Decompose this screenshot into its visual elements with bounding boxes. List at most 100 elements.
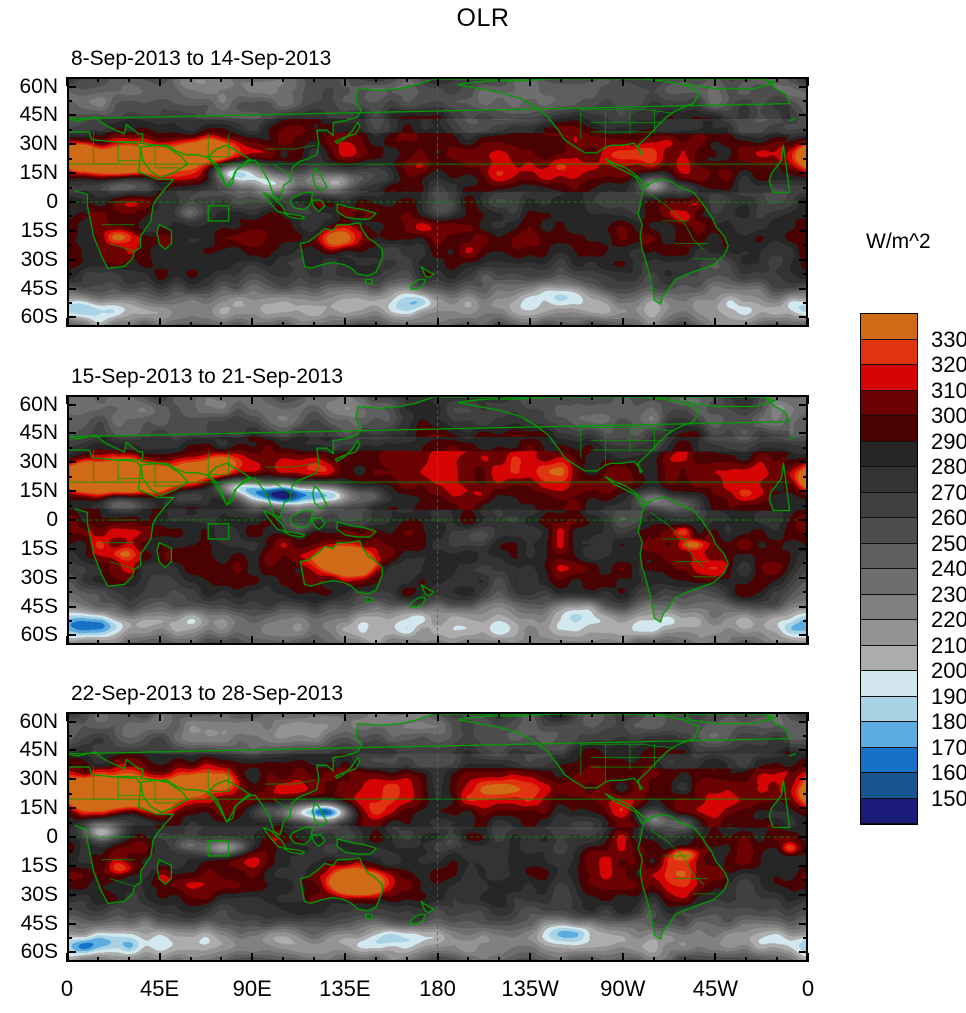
map-plot-area-2 — [67, 395, 808, 645]
x-tick-top — [467, 395, 470, 400]
y-tick-right — [803, 418, 808, 421]
y-axis-label: 15N — [19, 796, 58, 820]
x-tick-top — [807, 395, 809, 404]
x-tick-top — [127, 395, 130, 400]
x-tick-bottom — [282, 640, 285, 645]
y-tick-left — [67, 403, 76, 406]
y-tick-left — [67, 619, 72, 622]
x-tick-bottom — [498, 322, 501, 327]
x-tick-top — [374, 712, 377, 717]
x-axis-label: 0 — [801, 976, 815, 1001]
y-axis-label: 15N — [19, 479, 58, 503]
colorbar-tick-label: 160 — [931, 760, 966, 785]
y-tick-right — [799, 287, 808, 290]
y-tick-right — [803, 475, 808, 478]
x-tick-bottom — [683, 640, 686, 645]
map-panel-1: 8-Sep-2013 to 14-Sep-2013 60S 45S 30S 15S 0 15… — [19, 47, 809, 328]
colorbar-swatch — [861, 518, 917, 544]
x-tick-bottom — [652, 640, 655, 645]
y-axis-label: 15N — [19, 161, 58, 185]
x-tick-bottom — [560, 957, 562, 962]
x-tick-bottom — [158, 318, 161, 327]
x-tick-top — [652, 395, 655, 400]
x-tick-top — [776, 395, 779, 400]
y-tick-left — [67, 893, 76, 896]
olr-field-3 — [69, 714, 806, 960]
x-tick-bottom — [313, 640, 315, 645]
y-tick-left — [67, 778, 76, 781]
x-tick-top — [127, 712, 130, 717]
x-tick-top — [683, 395, 686, 400]
x-tick-top — [282, 712, 285, 717]
x-tick-top — [560, 712, 562, 717]
x-tick-top — [220, 77, 223, 82]
y-tick-right — [803, 879, 808, 882]
panel-title-3: 22-Sep-2013 to 28-Sep-2013 — [71, 682, 344, 705]
x-tick-top — [313, 77, 315, 82]
y-tick-right — [803, 562, 808, 565]
y-tick-right — [803, 821, 808, 824]
x-tick-top — [498, 712, 501, 717]
x-axis-label: 90E — [232, 976, 272, 1001]
colorbar-tick-label: 330 — [931, 326, 966, 352]
x-tick-top — [529, 77, 532, 86]
map-panel-3: 22-Sep-2013 to 28-Sep-2013 0 45E 90E 135E 180… — [19, 682, 814, 1001]
colorbar-swatch — [861, 416, 917, 442]
colorbar: 330 320 310 300 290 280 270 260 250 240 230 220 210 2… — [860, 313, 966, 825]
x-tick-bottom — [560, 640, 562, 645]
colorbar-swatch — [861, 492, 917, 518]
x-axis-label: 180 — [419, 976, 456, 1001]
y-axis-label: 15S — [20, 218, 58, 242]
y-tick-left — [67, 143, 76, 146]
y-tick-right — [799, 720, 808, 723]
x-tick-top — [66, 395, 68, 404]
y-tick-right — [799, 951, 808, 954]
colorbar-swatch — [861, 339, 917, 365]
x-tick-bottom — [807, 318, 809, 327]
y-tick-left — [67, 605, 76, 608]
y-tick-right — [803, 735, 808, 738]
x-tick-bottom — [621, 318, 624, 327]
x-tick-top — [776, 712, 779, 717]
y-tick-left — [67, 229, 76, 232]
x-tick-bottom — [807, 636, 809, 645]
colorbar-tick-label: 290 — [931, 428, 966, 454]
x-tick-bottom — [498, 957, 501, 962]
y-axis-label: 45S — [20, 276, 58, 300]
colorbar-swatch — [861, 365, 917, 391]
y-tick-left — [67, 215, 72, 218]
y-tick-right — [803, 157, 808, 160]
x-tick-bottom — [251, 953, 254, 962]
y-tick-right — [799, 922, 808, 925]
x-tick-top — [66, 77, 68, 86]
x-tick-bottom — [745, 640, 748, 645]
x-tick-top — [745, 712, 748, 717]
colorbar-tick-label: 230 — [931, 581, 966, 607]
y-tick-right — [803, 619, 808, 622]
y-axis-label: 45N — [19, 738, 58, 762]
x-tick-bottom — [66, 953, 68, 962]
x-tick-bottom — [189, 322, 192, 327]
y-tick-right — [799, 778, 808, 781]
x-tick-bottom — [683, 322, 686, 327]
y-tick-left — [67, 519, 76, 521]
colorbar-tick-label: 260 — [931, 505, 966, 530]
y-axis-label: 60S — [20, 623, 58, 647]
x-tick-bottom — [590, 957, 593, 962]
y-axis-label: 30S — [20, 882, 58, 906]
x-tick-bottom — [776, 322, 779, 327]
x-axis-label: 45E — [140, 976, 180, 1001]
y-tick-left — [67, 201, 76, 203]
y-tick-left — [67, 836, 76, 838]
x-tick-top — [436, 395, 439, 404]
x-tick-bottom — [467, 322, 470, 327]
y-axis-label: 0 — [46, 190, 58, 213]
panel-title-2: 15-Sep-2013 to 21-Sep-2013 — [71, 365, 344, 388]
y-tick-right — [803, 301, 808, 304]
y-tick-left — [67, 475, 72, 478]
y-tick-left — [67, 258, 76, 261]
panel-title-1: 8-Sep-2013 to 14-Sep-2013 — [71, 47, 332, 70]
y-axis-label: 60N — [19, 74, 58, 98]
y-axis-label: 45S — [20, 594, 58, 618]
y-tick-left — [67, 807, 76, 810]
